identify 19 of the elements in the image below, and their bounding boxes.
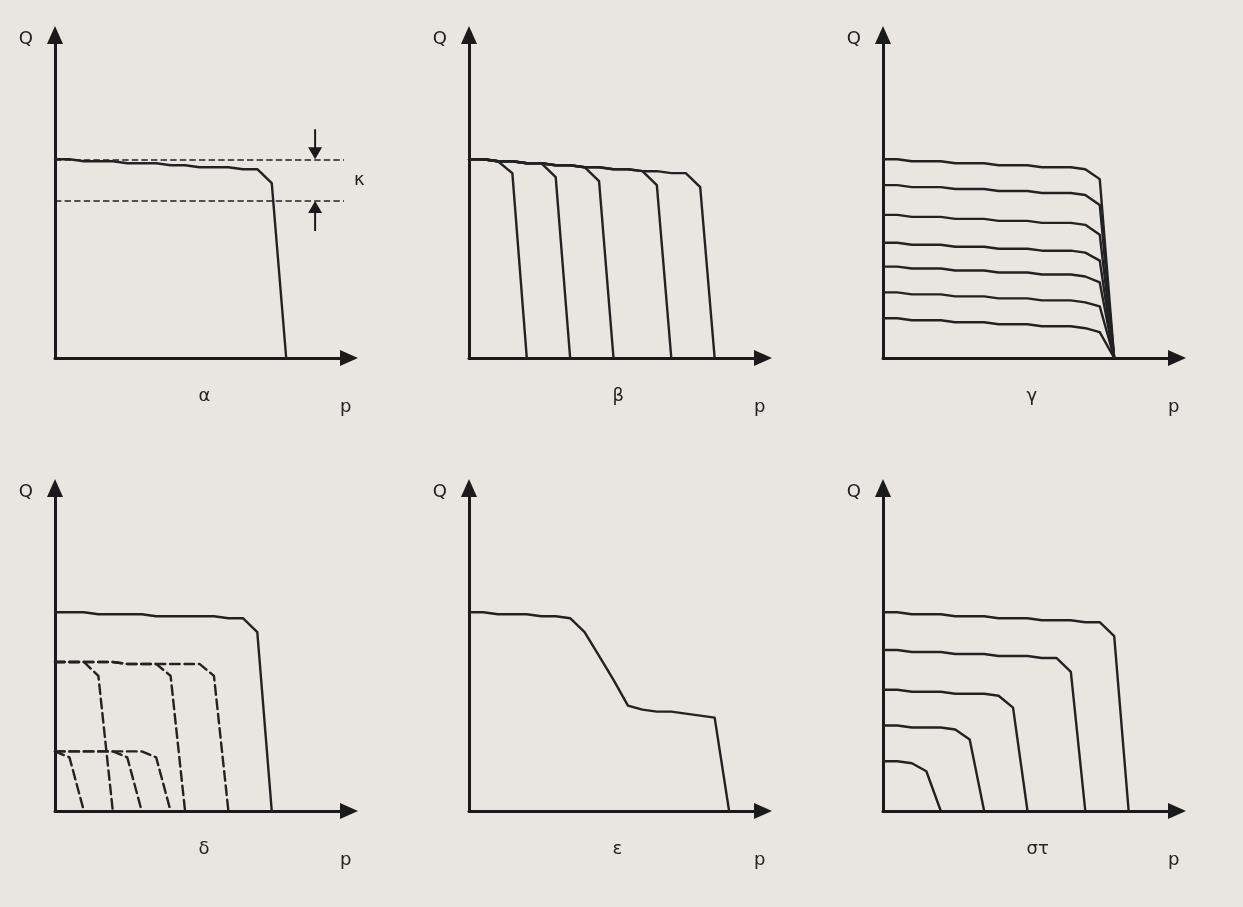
x-axis-title: p bbox=[754, 394, 766, 416]
x-axis-title: p bbox=[340, 847, 352, 869]
y-axis-title: Q bbox=[432, 26, 447, 48]
text: κ bbox=[354, 168, 365, 190]
y-axis-title: Q bbox=[846, 479, 861, 501]
x-axis-title: p bbox=[340, 394, 352, 416]
y-axis-title: Q bbox=[432, 479, 447, 501]
text: ε bbox=[612, 836, 623, 858]
text: γ bbox=[1026, 383, 1038, 405]
y-axis-title: Q bbox=[18, 26, 33, 48]
text: δ bbox=[198, 836, 210, 858]
text: β bbox=[612, 383, 624, 405]
x-axis-title: p bbox=[1168, 394, 1180, 416]
x-axis-title: p bbox=[754, 847, 766, 869]
text: α bbox=[198, 383, 211, 405]
y-axis-title: Q bbox=[18, 479, 33, 501]
text: στ bbox=[1026, 836, 1049, 858]
y-axis-title: Q bbox=[846, 26, 861, 48]
x-axis-title: p bbox=[1168, 847, 1180, 869]
